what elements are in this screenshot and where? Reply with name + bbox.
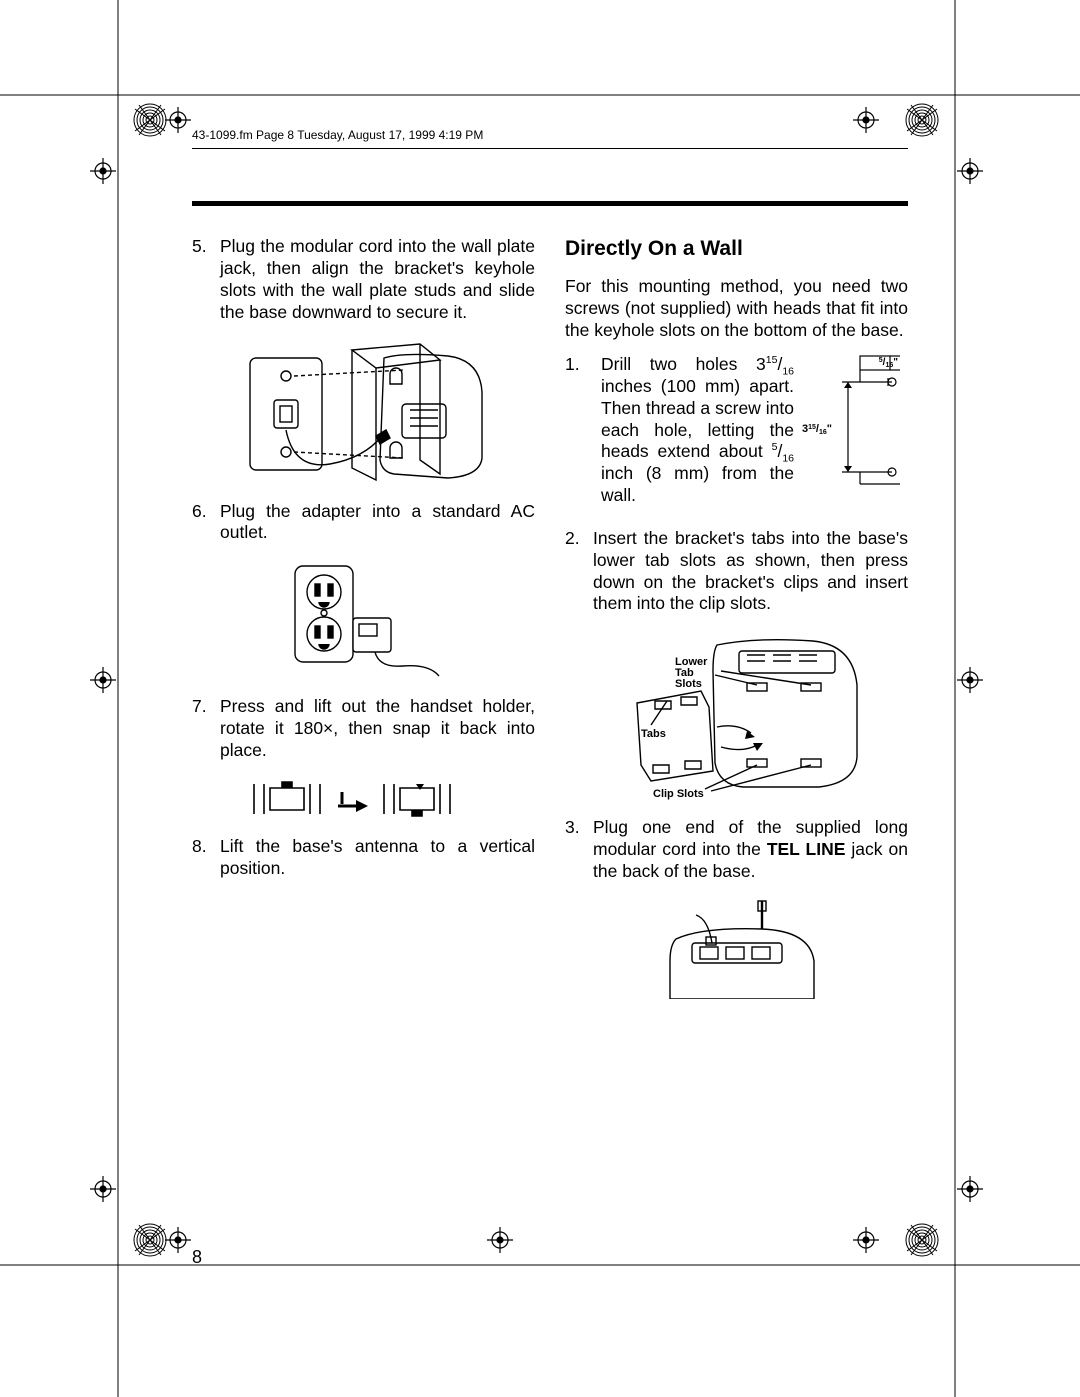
section-heading: Directly On a Wall <box>565 236 908 262</box>
step-8: 8. Lift the base's antenna to a vertical… <box>192 836 535 880</box>
step-number: 7. <box>192 696 220 762</box>
section-intro: For this mounting method, you need two s… <box>565 276 908 342</box>
reg-ring <box>905 1223 939 1257</box>
figure-step5 <box>192 340 535 485</box>
svg-text:315/16": 315/16" <box>802 423 832 436</box>
step-6: 6. Plug the adapter into a standard AC o… <box>192 501 535 545</box>
left-column: 5. Plug the modular cord into the wall p… <box>192 236 535 999</box>
right-column: Directly On a Wall For this mounting met… <box>565 236 908 999</box>
step-text: Lift the base's antenna to a vertical po… <box>220 836 535 880</box>
step-number: 3. <box>565 817 593 883</box>
step-number: 5. <box>192 236 220 324</box>
figure-step1-dims: 5/16" 315/16" <box>802 354 908 510</box>
step-number: 2. <box>565 528 593 616</box>
page-crop: 43-1099.fm Page 8 Tuesday, August 17, 19… <box>122 98 908 1198</box>
step-text: Plug one end of the supplied long modula… <box>593 817 908 883</box>
header-thick-rule <box>192 201 908 206</box>
reg-ring <box>905 103 939 137</box>
page-number: 8 <box>192 1247 202 1268</box>
step-number: 6. <box>192 501 220 545</box>
step-1: 1. Drill two holes 315/16 inches (100 mm… <box>565 354 908 510</box>
step-2: 2. Insert the bracket's tabs into the ba… <box>565 528 908 616</box>
svg-text:5/16": 5/16" <box>879 357 898 369</box>
step-text: Plug the adapter into a standard AC outl… <box>220 501 535 545</box>
figure-step6 <box>192 560 535 680</box>
figure-step2: Tabs Lower Tab Slots Clip Slots <box>565 631 908 801</box>
step-text: Insert the bracket's tabs into the base'… <box>593 528 908 616</box>
step-text: Press and lift out the handset holder, r… <box>220 696 535 762</box>
step-3: 3. Plug one end of the supplied long mod… <box>565 817 908 883</box>
step-text: Plug the modular cord into the wall plat… <box>220 236 535 324</box>
step-text: Drill two holes 315/16 inches (100 mm) a… <box>601 354 794 507</box>
header-thin-rule <box>192 148 908 149</box>
callout-clip-slots: Clip Slots <box>653 788 704 800</box>
step-7: 7. Press and lift out the handset holder… <box>192 696 535 762</box>
running-header: 43-1099.fm Page 8 Tuesday, August 17, 19… <box>192 128 908 142</box>
step-number: 1. <box>565 354 593 376</box>
step-number: 8. <box>192 836 220 880</box>
callout-tabs: Tabs <box>641 728 666 740</box>
step-5: 5. Plug the modular cord into the wall p… <box>192 236 535 324</box>
callout-lower-tab-slots: Lower Tab Slots <box>675 656 710 690</box>
figure-step7 <box>192 778 535 820</box>
reg-ring <box>133 1223 167 1257</box>
figure-step3 <box>565 899 908 999</box>
